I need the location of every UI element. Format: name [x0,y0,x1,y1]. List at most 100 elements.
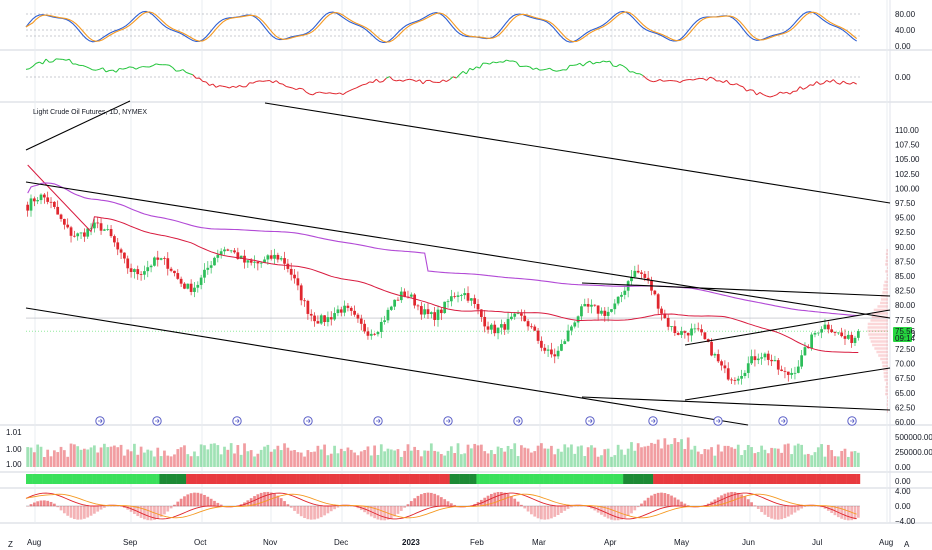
trend-strip-cell [169,474,173,484]
trend-line [25,307,749,426]
osc-segment [676,80,681,84]
macd-hist-bar [186,494,190,507]
osc-segment [822,80,827,84]
osc-segment [492,61,497,64]
macd-hist-bar [780,506,783,520]
price-tick-label: 82.50 [895,287,916,296]
candle-body [39,194,43,201]
macd-hist-bar [543,506,547,520]
osc-segment [459,70,464,75]
macd-hist-bar [486,495,490,507]
price-tick-label: 85.00 [895,272,916,281]
trend-strip-cell [749,474,754,484]
arrow-icon [781,418,786,424]
volume-bar [243,443,246,467]
volume-bar [269,451,273,467]
osc-segment [656,79,661,82]
price-tick-label: 87.50 [895,257,916,266]
osc-segment [679,80,684,84]
osc-segment [112,69,117,73]
trend-strip-cell [703,474,707,484]
volume-bar [820,444,824,467]
volume-bar [536,445,540,467]
candle-body [576,316,580,323]
trend-strip-cell [549,474,554,484]
macd-hist-bar [623,506,627,519]
osc-segment [579,62,584,67]
volume-bar [59,446,63,467]
osc-segment [603,60,607,63]
candle-body [323,315,326,323]
macd-hist-bar [73,506,76,520]
macd-hist-bar [293,506,296,511]
macd-hist-bar [283,501,286,507]
macd-tick-label: −4.00 [895,517,916,526]
candle-body [453,296,457,298]
volume-bar [389,449,393,467]
candle-body [433,312,437,320]
trend-strip-cell [322,474,327,484]
macd-hist-bar [79,506,83,520]
volume-profile-bar [886,249,888,252]
candle-body [696,328,700,330]
trend-strip-cell [696,474,701,484]
corner-a[interactable]: A [904,540,910,549]
volume-bar [396,449,400,467]
candle-body [109,229,113,237]
trend-strip-cell [139,474,143,484]
macd-hist-bar [843,506,847,520]
volume-bar [590,445,593,467]
osc-segment [135,66,140,70]
volume-bar [693,445,697,467]
candle-body [853,337,857,343]
volume-profile-bar [878,354,888,357]
candle-body [42,194,46,198]
macd-hist-bar [289,506,293,508]
candle-body [209,265,213,268]
macd-hist-bar [743,496,747,507]
trend-strip-cell [219,474,224,484]
candle-body [393,299,396,307]
candle-body [556,350,560,357]
trend-strip-cell [819,474,824,484]
macd-hist-bar [736,492,740,507]
osc-segment [529,66,534,70]
macd-hist-bar [156,506,160,519]
candle-body [540,340,543,348]
corner-z[interactable]: Z [8,540,13,549]
candle-body [443,301,447,314]
candle-body [473,298,477,304]
candle-body [583,304,587,307]
trend-strip-cell [773,474,777,484]
candle-body [263,259,266,263]
osc-segment [172,67,177,72]
candle-body [843,336,847,339]
volume-bar [580,445,583,467]
volume-bar [786,443,790,467]
price-tick-label: 102.50 [895,170,920,179]
volume-bar [576,446,580,467]
macd-hist-bar [369,506,373,517]
trend-strip-cell [563,474,567,484]
candle-body [339,309,343,313]
volume-bar [736,444,740,467]
trend-strip-cell [833,474,837,484]
osc-segment [29,66,33,70]
trend-strip-cell [76,474,80,484]
trend-strip-cell [476,474,480,484]
osc-segment [152,63,157,67]
osc-segment [416,79,420,82]
trend-strip-cell [593,474,597,484]
trend-strip-cell [159,474,163,484]
osc-segment [339,92,344,96]
trend-strip-cell [86,474,90,484]
volume-bar [426,450,430,467]
candle-body [586,304,590,307]
macd-hist-bar [846,506,850,521]
trend-strip-cell [583,474,587,484]
trend-strip-cell [639,474,644,484]
osc-segment [312,92,317,96]
osc-segment [712,77,717,82]
volume-bar [369,455,373,467]
volume-profile-bar [872,343,888,347]
